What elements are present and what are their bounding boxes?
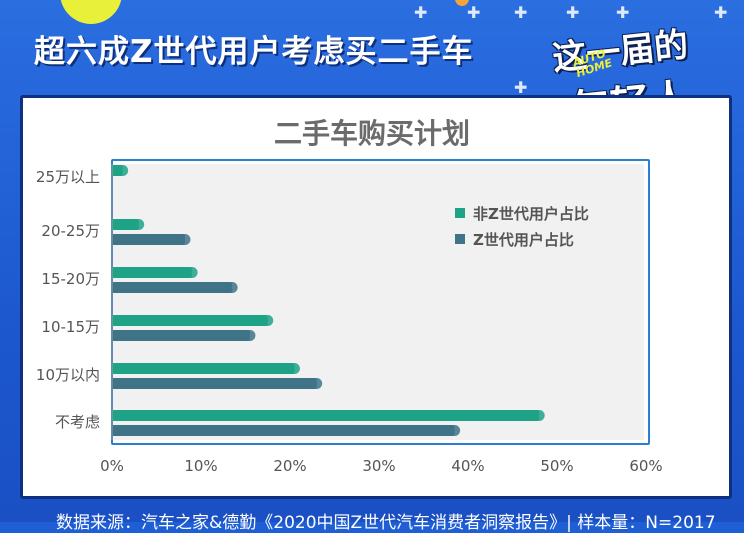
bar-end-cap <box>186 267 198 278</box>
legend-label: 非Z世代用户占比 <box>473 204 589 223</box>
plus-icon: ✚ <box>467 3 481 22</box>
category-label: 25万以上 <box>35 168 100 186</box>
decorative-dot <box>455 0 469 6</box>
x-tick-label: 30% <box>362 457 396 475</box>
bar-end-cap <box>244 330 256 341</box>
bar <box>112 425 455 436</box>
bar <box>112 363 295 374</box>
bar <box>112 282 233 293</box>
legend: 非Z世代用户占比 Z世代用户占比 <box>455 200 589 252</box>
bar-end-cap <box>533 410 545 421</box>
legend-item: Z世代用户占比 <box>455 226 589 252</box>
bar-end-cap <box>179 234 191 245</box>
bar <box>112 378 317 389</box>
category-label: 10万以内 <box>35 366 100 384</box>
plus-icon: ✚ <box>514 78 528 97</box>
bar <box>112 219 139 230</box>
category-label: 15-20万 <box>41 270 100 288</box>
bar-end-cap <box>262 315 274 326</box>
plus-icon: ✚ <box>414 3 428 22</box>
bar-chart <box>111 164 545 440</box>
bar-end-cap <box>117 165 129 176</box>
category-label: 10-15万 <box>41 318 100 336</box>
bar <box>112 267 193 278</box>
plus-icon: ✚ <box>616 3 630 22</box>
bar <box>112 315 268 326</box>
bar-end-cap <box>288 363 300 374</box>
bar-end-cap <box>226 282 238 293</box>
bar-end-cap <box>311 378 323 389</box>
x-tick-label: 50% <box>540 457 574 475</box>
headline: 超六成Z世代用户考虑买二手车 <box>34 34 474 70</box>
legend-swatch <box>455 234 465 244</box>
category-label: 不考虑 <box>54 413 100 431</box>
x-tick-label: 10% <box>184 457 218 475</box>
x-tick-label: 40% <box>451 457 485 475</box>
bar-end-cap <box>133 219 145 230</box>
bar-end-cap <box>449 425 461 436</box>
category-label: 20-25万 <box>41 222 100 240</box>
bar <box>112 330 250 341</box>
x-tick-label: 0% <box>100 457 124 475</box>
data-source-footnote: 数据来源：汽车之家&德勤《2020中国Z世代汽车消费者洞察报告》| 样本量：N=… <box>56 513 716 533</box>
bar <box>112 410 540 421</box>
plot-area <box>113 164 644 440</box>
plus-icon: ✚ <box>514 3 528 22</box>
chart-title: 二手车购买计划 <box>273 117 470 150</box>
legend-swatch <box>455 208 465 218</box>
x-tick-label: 20% <box>273 457 307 475</box>
legend-item: 非Z世代用户占比 <box>455 200 589 226</box>
plus-icon: ✚ <box>566 3 580 22</box>
legend-label: Z世代用户占比 <box>473 230 574 249</box>
x-tick-label: 60% <box>629 457 663 475</box>
plus-icon: ✚ <box>714 3 728 22</box>
bar <box>112 234 185 245</box>
